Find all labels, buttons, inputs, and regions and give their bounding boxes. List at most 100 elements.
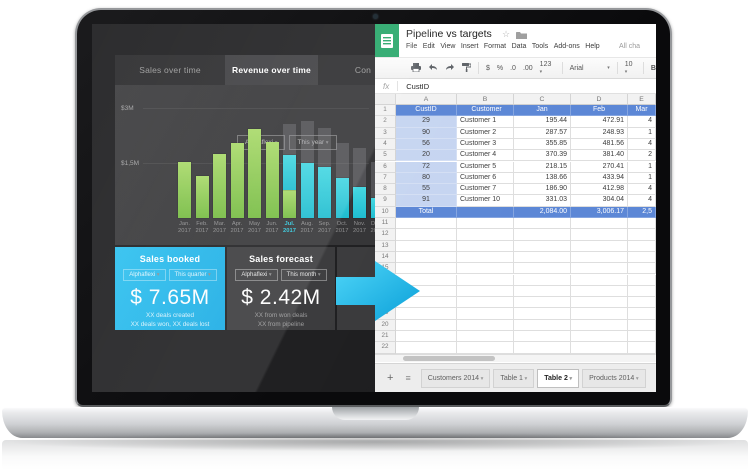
horizontal-scrollbar[interactable] bbox=[375, 354, 656, 362]
cell-A4[interactable]: 56 bbox=[396, 138, 457, 151]
cell-B18[interactable] bbox=[457, 297, 514, 309]
cell-C2[interactable]: 195.44 bbox=[514, 116, 571, 128]
redo-icon[interactable] bbox=[445, 63, 455, 73]
dashboard-tab-3[interactable]: Con bbox=[354, 65, 372, 75]
cell-E13[interactable] bbox=[628, 240, 656, 252]
increase-decimals-button[interactable]: .00 bbox=[522, 64, 533, 72]
cell-C21[interactable] bbox=[514, 331, 571, 343]
star-icon[interactable]: ☆ bbox=[502, 29, 511, 39]
cell-D6[interactable]: 270.41 bbox=[571, 161, 628, 173]
cell-E19[interactable] bbox=[628, 308, 656, 320]
cell-E2[interactable]: 4 bbox=[628, 116, 656, 128]
cell-C11[interactable] bbox=[514, 218, 571, 230]
cell-E16[interactable] bbox=[628, 274, 656, 286]
chart-bar-actual[interactable] bbox=[230, 142, 244, 218]
menu-file[interactable]: File bbox=[406, 43, 418, 50]
dashboard-tab-1[interactable]: Sales over time bbox=[139, 65, 201, 75]
cell-A5[interactable]: 20 bbox=[396, 150, 457, 162]
cell-C4[interactable]: 355.85 bbox=[514, 138, 571, 151]
cell-E15[interactable] bbox=[628, 263, 656, 275]
row-number[interactable]: 11 bbox=[375, 218, 396, 230]
cell-A10[interactable]: Total bbox=[396, 206, 457, 218]
cell-B20[interactable] bbox=[457, 319, 514, 331]
number-format-dropdown[interactable]: 123 ▾ bbox=[539, 61, 552, 75]
column-header-E[interactable]: E bbox=[628, 94, 656, 105]
cell-E20[interactable] bbox=[628, 319, 656, 331]
cell-D3[interactable]: 248.93 bbox=[571, 127, 628, 139]
scrollbar-thumb[interactable] bbox=[403, 356, 495, 361]
cell-A12[interactable] bbox=[396, 229, 457, 241]
cell-A14[interactable] bbox=[396, 251, 457, 264]
row-number[interactable]: 8 bbox=[375, 184, 396, 196]
cell-C3[interactable]: 287.57 bbox=[514, 127, 571, 139]
cell-E22[interactable] bbox=[628, 342, 656, 354]
cell-B7[interactable]: Customer 6 bbox=[457, 172, 514, 185]
menu-view[interactable]: View bbox=[440, 43, 456, 50]
menu-data[interactable]: Data bbox=[511, 43, 527, 50]
cell-B11[interactable] bbox=[457, 218, 514, 230]
column-header-B[interactable]: B bbox=[457, 94, 514, 105]
cell-C22[interactable] bbox=[514, 342, 571, 354]
row-number[interactable]: 7 bbox=[375, 172, 396, 185]
row-number[interactable]: 6 bbox=[375, 161, 396, 173]
cell-C14[interactable] bbox=[514, 251, 571, 264]
cell-D1[interactable]: Feb bbox=[571, 105, 628, 117]
cell-C13[interactable] bbox=[514, 240, 571, 252]
cell-D2[interactable]: 472.91 bbox=[571, 116, 628, 128]
cell-D17[interactable] bbox=[571, 285, 628, 298]
row-number[interactable]: 2 bbox=[375, 116, 396, 128]
cell-B17[interactable] bbox=[457, 285, 514, 298]
cell-E7[interactable]: 1 bbox=[628, 172, 656, 185]
folder-icon[interactable] bbox=[516, 31, 527, 41]
cell-C1[interactable]: Jan bbox=[514, 105, 571, 117]
menu-format[interactable]: Format bbox=[483, 43, 507, 50]
cell-D9[interactable]: 304.04 bbox=[571, 195, 628, 207]
decrease-decimals-button[interactable]: .0 bbox=[510, 64, 516, 72]
cell-A16[interactable] bbox=[396, 274, 457, 286]
cell-C15[interactable] bbox=[514, 263, 571, 275]
cell-B1[interactable]: Customer bbox=[457, 105, 514, 117]
cell-D8[interactable]: 412.98 bbox=[571, 184, 628, 196]
cell-B21[interactable] bbox=[457, 331, 514, 343]
cell-A20[interactable] bbox=[396, 319, 457, 331]
cell-D11[interactable] bbox=[571, 218, 628, 230]
row-number[interactable]: 1 bbox=[375, 105, 396, 117]
chart-bar-actual[interactable] bbox=[248, 128, 261, 218]
cell-D20[interactable] bbox=[571, 319, 628, 331]
cell-B16[interactable] bbox=[457, 274, 514, 286]
cell-B12[interactable] bbox=[457, 229, 514, 241]
cell-C19[interactable] bbox=[514, 308, 571, 320]
cell-A2[interactable]: 29 bbox=[396, 116, 457, 128]
cell-B15[interactable] bbox=[457, 263, 514, 275]
cell-E14[interactable] bbox=[628, 251, 656, 264]
cell-B22[interactable] bbox=[457, 342, 514, 354]
cell-C9[interactable]: 331.03 bbox=[514, 195, 571, 207]
kpi2-period-dropdown[interactable]: This month bbox=[280, 269, 327, 281]
cell-E6[interactable]: 1 bbox=[628, 161, 656, 173]
cell-B5[interactable]: Customer 4 bbox=[457, 150, 514, 162]
cell-B10[interactable] bbox=[457, 206, 514, 218]
kpi2-company-dropdown[interactable]: Alphaflexi bbox=[235, 269, 278, 281]
chart-bar-actual[interactable] bbox=[213, 153, 226, 218]
menu-help[interactable]: Help bbox=[585, 43, 600, 50]
cell-D4[interactable]: 481.56 bbox=[571, 138, 628, 151]
cell-A1[interactable]: CustID bbox=[396, 105, 457, 117]
chart-bar-forecast[interactable] bbox=[353, 186, 366, 218]
cell-A18[interactable] bbox=[396, 297, 457, 309]
menu-edit[interactable]: Edit bbox=[422, 43, 435, 50]
print-icon[interactable] bbox=[411, 62, 421, 74]
cell-C16[interactable] bbox=[514, 274, 571, 286]
cell-D14[interactable] bbox=[571, 251, 628, 264]
chart-bar-actual[interactable] bbox=[283, 190, 296, 218]
kpi1-company-dropdown[interactable]: Alphaflexi bbox=[123, 269, 166, 281]
cell-A22[interactable] bbox=[396, 342, 457, 354]
cell-E1[interactable]: Mar bbox=[628, 105, 656, 117]
paint-format-icon[interactable] bbox=[462, 62, 472, 74]
cell-A11[interactable] bbox=[396, 218, 457, 230]
cell-A8[interactable]: 55 bbox=[396, 184, 457, 196]
cell-A13[interactable] bbox=[396, 240, 457, 252]
cell-D21[interactable] bbox=[571, 331, 628, 343]
row-number[interactable]: 21 bbox=[375, 331, 396, 343]
cell-D10[interactable]: 3,006.17 bbox=[571, 206, 628, 218]
select-all-corner[interactable] bbox=[375, 94, 396, 105]
